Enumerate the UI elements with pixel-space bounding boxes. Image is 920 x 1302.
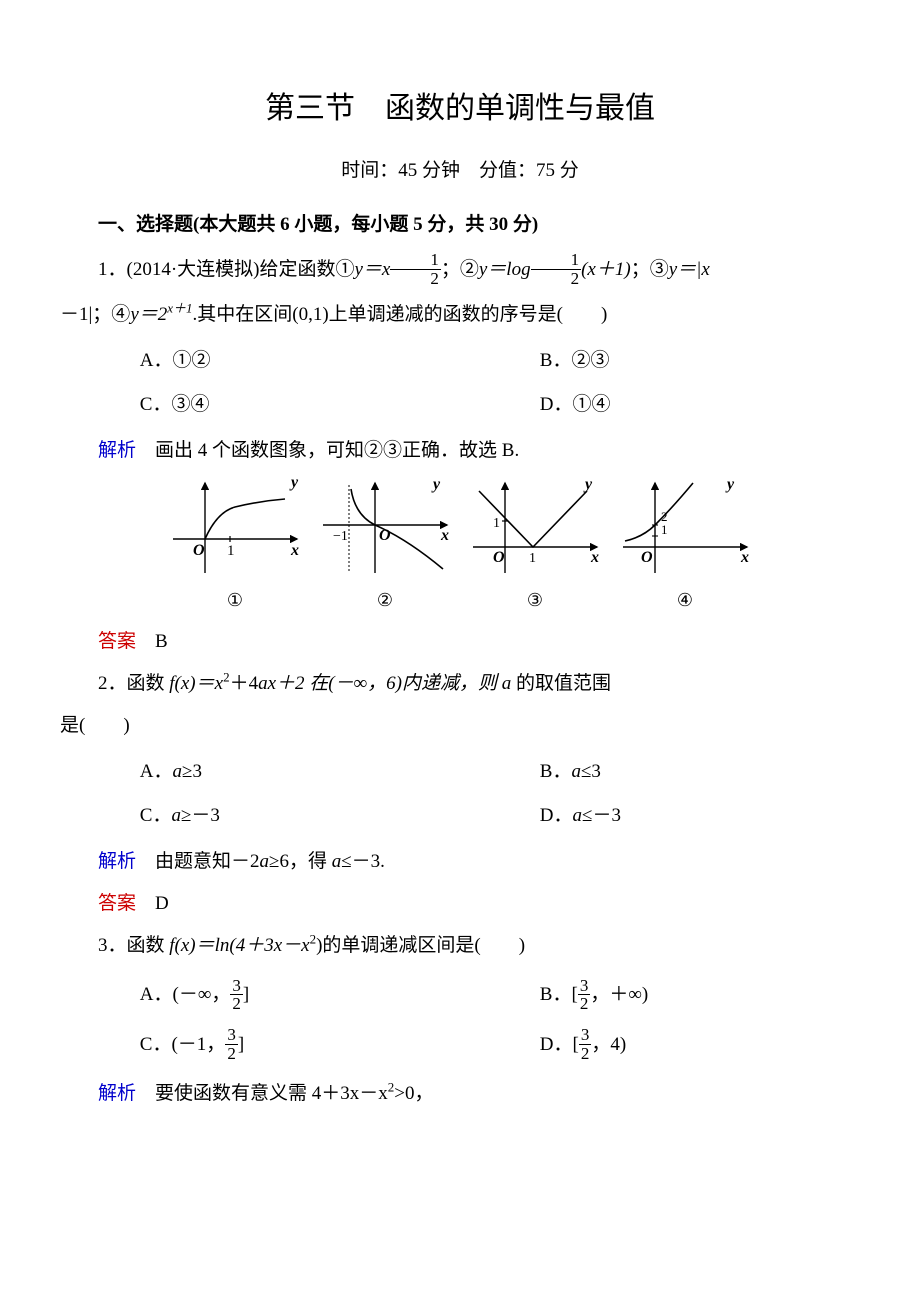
answer-label: 答案 <box>98 631 136 652</box>
q3-pre: 3．函数 <box>98 935 169 956</box>
q1-f2-pre: y＝log <box>479 259 531 280</box>
q2-options: A．a≥3 B．a≤3 C．a≥－3 D．a≤－3 <box>60 750 860 838</box>
svg-text:x: x <box>440 527 449 544</box>
q2-pre: 2．函数 <box>98 673 169 694</box>
svg-text:x: x <box>740 549 749 566</box>
q2-answer: 答案 D <box>60 886 860 922</box>
svg-text:y: y <box>725 477 735 493</box>
graph-4-label: ④ <box>615 583 755 617</box>
graph-1-label: ① <box>165 583 305 617</box>
q1-options: A．①② B．②③ C．③④ D．①④ <box>60 339 860 427</box>
page-title: 第三节 函数的单调性与最值 <box>60 80 860 137</box>
q1-f3: y＝|x <box>669 259 710 280</box>
q3-option-d: D．[32，4) <box>460 1024 860 1066</box>
q2-option-d: D．a≤－3 <box>460 798 860 834</box>
svg-text:O: O <box>193 542 205 559</box>
q1-option-c: C．③④ <box>60 387 460 423</box>
q2-option-c: C．a≥－3 <box>60 798 460 834</box>
graph-1: y x O 1 ① <box>165 477 305 617</box>
q3-post: )的单调递减区间是( ) <box>316 935 525 956</box>
q1-f1-lhs: y＝x <box>354 259 390 280</box>
section-1-heading: 一、选择题(本大题共 6 小题，每小题 5 分，共 30 分) <box>60 207 860 243</box>
q3-exp-post: >0， <box>394 1083 433 1104</box>
q3-options: A．(－∞，32] B．[32，＋∞) C．(－1，32] D．[32，4) <box>60 970 860 1070</box>
q3-explanation: 解析 要使函数有意义需 4＋3x－x2>0， <box>60 1076 860 1112</box>
q1-graphs: y x O 1 ① y x O −1 ② y x O <box>60 477 860 617</box>
q1-line2-post: .其中在区间(0,1)上单调递减的函数的序号是( ) <box>193 304 608 325</box>
svg-text:1: 1 <box>493 516 500 531</box>
q1-exp-text: 画出 4 个函数图象，可知②③正确．故选 B. <box>136 440 519 461</box>
frac-3-2: 32 <box>225 1026 238 1063</box>
svg-text:x: x <box>590 549 599 566</box>
frac-3-2: 32 <box>230 977 243 1014</box>
q2-exp-pre: 由题意知－2 <box>136 851 260 872</box>
q1-stem-line2: －1|；④y＝2x＋1.其中在区间(0,1)上单调递减的函数的序号是( ) <box>60 297 860 333</box>
q1-f1-exp: 12 <box>390 251 441 288</box>
svg-text:y: y <box>431 477 441 493</box>
graph-3-label: ③ <box>465 583 605 617</box>
q2-exp-post: ≤－3. <box>341 851 385 872</box>
q3-mid: (x)＝ln(4＋3x－x <box>175 935 310 956</box>
svg-text:1: 1 <box>227 543 235 559</box>
q2-a2: a <box>502 673 512 694</box>
page-subtitle: 时间：45 分钟 分值：75 分 <box>60 153 860 189</box>
q1-answer: 答案 B <box>60 624 860 660</box>
svg-text:O: O <box>641 549 653 566</box>
svg-text:x: x <box>290 542 299 559</box>
q2-stem-line1: 2．函数 f(x)＝x2＋4ax＋2 在(－∞，6)内递减，则 a 的取值范围 <box>60 666 860 702</box>
q1-pre: 1．(2014·大连模拟)给定函数① <box>98 259 354 280</box>
q1-answer-text: B <box>136 631 168 652</box>
q1-stem-line1: 1．(2014·大连模拟)给定函数①y＝x12；②y＝log12(x＋1)；③y… <box>60 249 860 291</box>
svg-text:y: y <box>289 477 299 491</box>
explanation-label: 解析 <box>98 1083 136 1104</box>
q2-exp-mid: ≥6，得 <box>269 851 332 872</box>
q2-post: 的取值范围 <box>511 673 611 694</box>
frac-3-2: 32 <box>578 977 591 1014</box>
q3-exp-pre: 要使函数有意义需 4＋3x－x <box>136 1083 388 1104</box>
q2-mid3: x＋2 在(－∞，6)内递减，则 <box>268 673 502 694</box>
q2-option-a: A．a≥3 <box>60 754 460 790</box>
q3-option-b: B．[32，＋∞) <box>460 974 860 1016</box>
q2-a1: a <box>258 673 268 694</box>
q3-option-c: C．(－1，32] <box>60 1024 460 1066</box>
graph-2-label: ② <box>315 583 455 617</box>
svg-text:−1: −1 <box>333 529 348 544</box>
q2-option-b: B．a≤3 <box>460 754 860 790</box>
explanation-label: 解析 <box>98 440 136 461</box>
graph-3: y x O 1 1 ③ <box>465 477 605 617</box>
graph-2: y x O −1 ② <box>315 477 455 617</box>
q1-f2-post: (x＋1) <box>581 259 631 280</box>
graph-4: y x O 2 1 ④ <box>615 477 755 617</box>
frac-3-2: 32 <box>579 1026 592 1063</box>
q3-stem: 3．函数 f(x)＝ln(4＋3x－x2)的单调递减区间是( ) <box>60 928 860 964</box>
q2-exp-a2: a <box>332 851 342 872</box>
q1-line2-pre: －1|；④ <box>60 304 130 325</box>
svg-text:1: 1 <box>661 522 668 537</box>
q1-option-a: A．①② <box>60 343 460 379</box>
q1-explanation: 解析 画出 4 个函数图象，可知②③正确．故选 B. <box>60 433 860 469</box>
q1-f2-base: 12 <box>531 251 582 288</box>
q1-option-d: D．①④ <box>460 387 860 423</box>
q1-f4-exp: x＋1 <box>167 301 192 316</box>
explanation-label: 解析 <box>98 851 136 872</box>
q1-option-b: B．②③ <box>460 343 860 379</box>
svg-text:O: O <box>493 549 505 566</box>
answer-label: 答案 <box>98 893 136 914</box>
q2-mid1: (x)＝x <box>175 673 224 694</box>
q2-stem-line2: 是( ) <box>60 708 860 744</box>
q2-exp-a1: a <box>260 851 270 872</box>
q1-f4-pre: y＝2 <box>130 304 167 325</box>
q2-mid2: ＋4 <box>230 673 259 694</box>
svg-text:1: 1 <box>529 551 536 566</box>
q2-explanation: 解析 由题意知－2a≥6，得 a≤－3. <box>60 844 860 880</box>
q1-sep2: ；③ <box>631 259 669 280</box>
q1-sep1: ；② <box>441 259 479 280</box>
q3-option-a: A．(－∞，32] <box>60 974 460 1016</box>
svg-text:y: y <box>583 477 593 493</box>
q2-answer-text: D <box>136 893 169 914</box>
svg-text:O: O <box>379 527 391 544</box>
